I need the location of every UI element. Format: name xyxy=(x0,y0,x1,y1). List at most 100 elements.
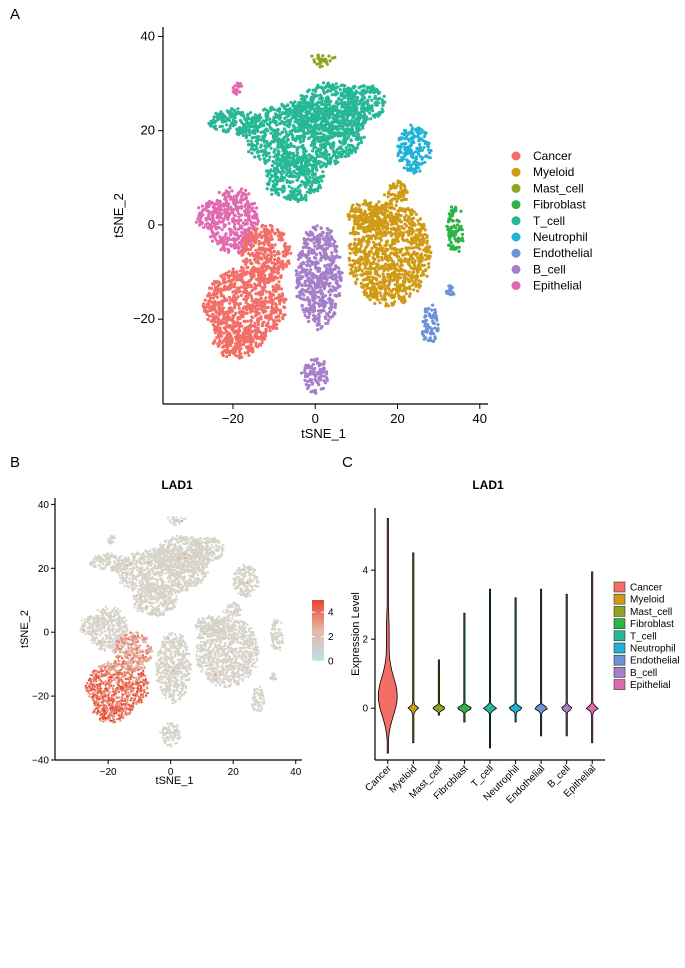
cell-point xyxy=(358,100,362,104)
cell-point xyxy=(372,285,376,289)
cell-point xyxy=(421,263,425,268)
cell-point xyxy=(312,241,316,245)
cell-point xyxy=(337,96,341,101)
cell-point xyxy=(343,122,347,126)
cell-point xyxy=(373,94,377,98)
cell-point xyxy=(221,193,225,197)
cell-point xyxy=(220,300,224,304)
cell-point xyxy=(334,159,338,163)
cell-point xyxy=(305,123,309,127)
cell-point xyxy=(284,297,288,302)
cell-point xyxy=(321,96,325,100)
cell-point xyxy=(335,265,339,269)
cell-point xyxy=(222,281,226,285)
cell-point xyxy=(315,380,319,384)
cell-point xyxy=(297,107,301,111)
cell-point xyxy=(409,266,413,270)
cell-point xyxy=(335,128,339,132)
cell-point xyxy=(380,101,384,105)
cell-point xyxy=(227,270,231,274)
cell-point xyxy=(339,134,343,138)
cell-point xyxy=(215,336,219,340)
cell-point xyxy=(302,104,306,108)
cell-point xyxy=(213,124,217,128)
cell-point xyxy=(275,108,279,112)
cell-point xyxy=(295,269,299,274)
cell-point xyxy=(362,107,366,111)
cell-point xyxy=(295,160,299,164)
cell-point xyxy=(256,253,260,257)
cell-point xyxy=(311,159,316,163)
cell-point xyxy=(312,304,316,309)
cell-point xyxy=(380,98,384,102)
cell-point xyxy=(319,165,323,169)
cell-point xyxy=(307,299,311,304)
cell-point xyxy=(245,285,249,290)
cell-point xyxy=(227,192,231,196)
panel-a-points xyxy=(194,53,465,395)
cell-point xyxy=(211,231,215,235)
cell-point xyxy=(243,209,247,213)
cell-point xyxy=(211,296,216,300)
cell-point xyxy=(217,343,221,347)
cell-point xyxy=(300,198,304,202)
cell-point xyxy=(331,108,335,112)
cell-point xyxy=(382,251,386,255)
cell-point xyxy=(232,306,237,310)
cell-point xyxy=(314,256,318,260)
cell-point xyxy=(310,262,314,266)
cell-point xyxy=(228,301,232,305)
cell-point xyxy=(317,180,321,184)
cell-point xyxy=(351,133,356,137)
cell-point xyxy=(286,103,290,108)
cell-point xyxy=(229,205,233,209)
cell-point xyxy=(317,243,321,247)
cell-point xyxy=(386,275,390,279)
cell-point xyxy=(285,149,289,154)
cell-point xyxy=(397,227,401,231)
cell-point xyxy=(407,294,412,298)
cell-point xyxy=(246,265,250,270)
cell-point xyxy=(257,342,261,347)
cell-point xyxy=(349,149,354,153)
cell-point xyxy=(365,85,369,89)
cell-point xyxy=(316,154,321,158)
cell-point xyxy=(249,272,253,276)
cell-point xyxy=(231,299,235,304)
cell-point xyxy=(368,286,372,290)
cell-point xyxy=(268,120,272,124)
cell-point xyxy=(313,388,317,392)
cell-point xyxy=(270,140,274,144)
cell-point xyxy=(412,288,416,292)
cell-point xyxy=(299,289,303,293)
cell-point xyxy=(219,220,223,224)
cell-point xyxy=(213,279,217,284)
cell-point xyxy=(313,308,317,313)
cell-point xyxy=(350,106,355,110)
cell-point xyxy=(256,336,260,340)
cell-point xyxy=(247,143,251,147)
cell-point xyxy=(276,271,280,275)
cell-point xyxy=(330,289,334,293)
cell-point xyxy=(294,273,299,277)
cell-point xyxy=(250,299,254,303)
cell-point xyxy=(279,170,283,174)
cell-point xyxy=(263,247,267,251)
cell-point xyxy=(227,221,231,225)
cell-point xyxy=(269,253,273,258)
cell-point xyxy=(239,285,243,289)
cell-point xyxy=(270,237,274,241)
cell-point xyxy=(307,315,311,319)
cell-point xyxy=(219,248,223,252)
cell-point xyxy=(304,164,308,168)
cell-point xyxy=(321,231,325,235)
cell-point xyxy=(208,235,212,239)
cell-point xyxy=(281,175,285,179)
cell-point xyxy=(315,260,319,264)
cell-point xyxy=(306,259,311,263)
cell-point xyxy=(218,235,222,239)
cell-point xyxy=(249,319,253,323)
cell-point xyxy=(338,284,342,288)
cell-point xyxy=(334,294,338,298)
cell-point xyxy=(221,306,226,310)
